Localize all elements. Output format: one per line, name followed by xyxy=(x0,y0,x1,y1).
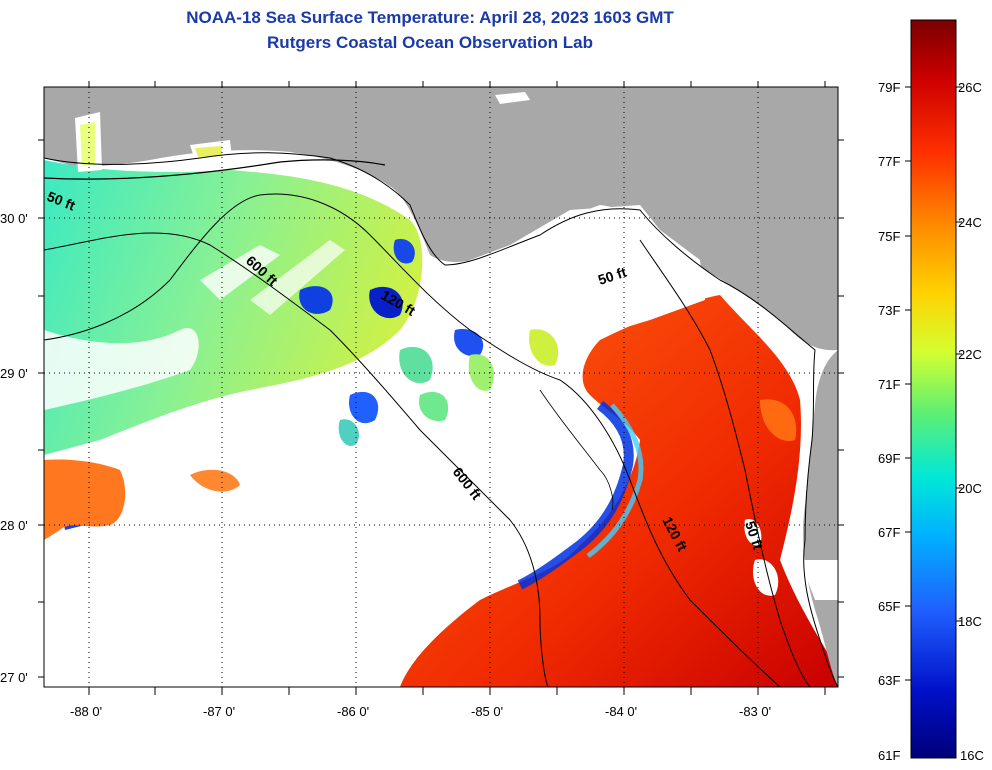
cbar-c-16: 16C xyxy=(960,748,984,763)
lat-label-29: 29 0' xyxy=(0,366,28,381)
cloud-patch xyxy=(44,328,199,410)
land-east xyxy=(803,350,838,687)
cbar-f-77: 77F xyxy=(878,154,900,169)
coastal-bay xyxy=(450,205,705,335)
coastal-bay xyxy=(495,92,530,104)
coastal-bay xyxy=(80,122,95,166)
title-line-1: NOAA-18 Sea Surface Temperature: April 2… xyxy=(186,8,674,27)
map-frame xyxy=(43,86,839,688)
contour-50ft-east xyxy=(639,239,811,688)
sst-patch xyxy=(419,391,449,422)
cbar-f-63: 63F xyxy=(878,673,900,688)
lon-label-87: -87 0' xyxy=(203,704,235,719)
sst-warm-water xyxy=(400,295,838,687)
lon-label-84: -84 0' xyxy=(605,704,637,719)
sst-patch xyxy=(468,354,494,391)
cbar-c-18: 18C xyxy=(958,614,982,629)
land-north xyxy=(44,87,838,351)
contour-120ft xyxy=(43,193,781,688)
contour-600ft xyxy=(43,232,549,688)
cloud-patch xyxy=(250,240,345,315)
coastline xyxy=(43,152,839,688)
sst-front-cold-rim xyxy=(517,401,634,590)
lat-label-27: 27 0' xyxy=(0,670,28,685)
title-line-2: Rutgers Coastal Ocean Observation Lab xyxy=(267,33,593,52)
coastal-bay xyxy=(195,146,222,157)
lon-label-88: -88 0' xyxy=(70,704,102,719)
colorbar xyxy=(910,19,957,759)
cbar-c-22: 22C xyxy=(958,347,982,362)
sst-patch xyxy=(190,469,240,492)
coastline-islands xyxy=(539,389,614,511)
cbar-f-61: 61F xyxy=(878,748,900,763)
graticule xyxy=(44,87,838,687)
sst-patch xyxy=(529,329,559,366)
sst-patch xyxy=(399,346,433,384)
lon-label-86: -86 0' xyxy=(337,704,369,719)
sst-cold-patch xyxy=(299,286,333,314)
sst-cold-patch xyxy=(454,329,484,357)
coastal-bay xyxy=(800,560,838,600)
cloud-patch xyxy=(744,519,762,546)
cbar-c-24: 24C xyxy=(958,215,982,230)
sst-patch xyxy=(760,399,797,441)
cbar-f-73: 73F xyxy=(878,303,900,318)
cbar-c-26: 26C xyxy=(958,80,982,95)
sst-front-cyan-rim xyxy=(586,403,644,558)
sst-cold-patch xyxy=(393,239,415,264)
lon-label-83: -83 0' xyxy=(739,704,771,719)
colorbar-ticks xyxy=(905,86,962,681)
sst-southwest-patch xyxy=(44,459,126,540)
cbar-c-20: 20C xyxy=(958,481,982,496)
cbar-f-67: 67F xyxy=(878,525,900,540)
axis-ticks xyxy=(38,81,844,695)
sst-cold-patch xyxy=(349,391,379,424)
cloud-patch xyxy=(752,559,779,596)
cloud-patch xyxy=(200,245,280,300)
lat-label-28: 28 0' xyxy=(0,518,28,533)
cbar-f-69: 69F xyxy=(878,451,900,466)
sst-patch xyxy=(338,419,360,446)
cbar-f-65: 65F xyxy=(878,599,900,614)
cbar-f-79: 79F xyxy=(878,80,900,95)
cbar-f-75: 75F xyxy=(878,229,900,244)
lat-label-30: 30 0' xyxy=(0,211,28,226)
contour-50ft-west xyxy=(43,159,386,180)
cbar-f-71: 71F xyxy=(878,377,900,392)
sst-cold-patch xyxy=(369,286,403,319)
lon-label-85: -85 0' xyxy=(471,704,503,719)
